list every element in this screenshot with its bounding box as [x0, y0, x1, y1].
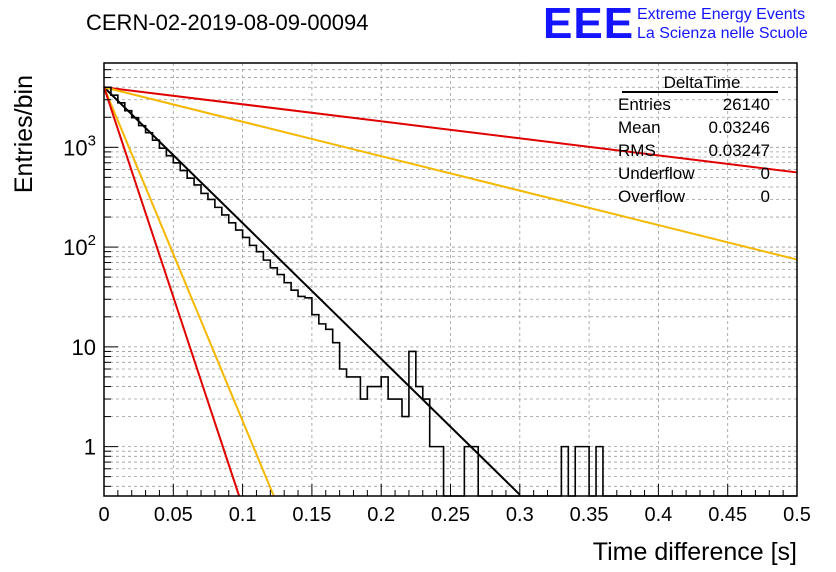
x-tick-label: 0	[98, 504, 109, 526]
y-tick-label: 1	[84, 435, 96, 460]
x-tick-label: 0.3	[506, 504, 534, 526]
x-tick-label: 0.15	[292, 504, 331, 526]
stats-row-value: 0.03246	[709, 118, 770, 137]
fit-line	[103, 86, 798, 261]
stats-title: DeltaTime	[664, 73, 741, 92]
x-tick-label: 0.25	[431, 504, 470, 526]
logo-line-1: Extreme Energy Events	[637, 6, 806, 23]
grid-lines	[104, 62, 797, 496]
stats-row-label: Underflow	[618, 164, 695, 183]
fit-line	[103, 86, 798, 174]
y-tick-label: 102	[63, 232, 96, 260]
stats-row-value: 0	[761, 164, 770, 183]
stats-row-label: Overflow	[618, 187, 686, 206]
axis-labels: 0 0.05 0.1 0.15 0.2 0.25 0.3 0.35 0.4 0.45 0.5 1 10 1…	[10, 75, 811, 566]
x-tick-label: 0.5	[783, 504, 811, 526]
x-tick-label: 0.35	[570, 504, 609, 526]
x-axis-title: Time difference [s]	[593, 538, 797, 566]
x-tick-label: 0.45	[708, 504, 747, 526]
axis-ticks	[103, 62, 798, 496]
stats-row-label: Mean	[618, 118, 661, 137]
x-tick-label: 0.1	[229, 504, 257, 526]
stats-row-value: 0	[761, 187, 770, 206]
stats-row-value: 0.03247	[709, 141, 770, 160]
stats-row-value: 26140	[723, 95, 770, 114]
y-tick-label: 103	[63, 132, 96, 160]
x-tick-label: 0.2	[367, 504, 395, 526]
y-axis-title: Entries/bin	[10, 75, 38, 193]
stats-box: DeltaTime Entries 26140 Mean 0.03246 RMS 0.032…	[618, 73, 778, 206]
logo-line-2: La Scienza nelle Scuole	[637, 25, 808, 42]
stats-row-label: Entries	[618, 95, 671, 114]
fit-line	[103, 86, 241, 497]
stats-row-label: RMS	[618, 141, 656, 160]
run-title: CERN-02-2019-08-09-00094	[86, 10, 369, 35]
y-tick-label: 10	[72, 335, 96, 360]
x-tick-label: 0.4	[644, 504, 672, 526]
x-tick-label: 0.05	[154, 504, 193, 526]
eee-logo: EEE	[543, 0, 635, 48]
fit-line	[103, 86, 275, 497]
